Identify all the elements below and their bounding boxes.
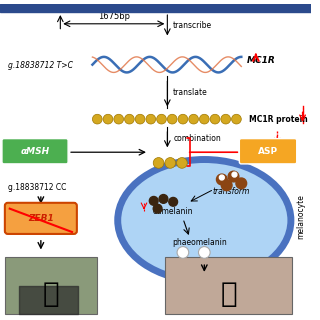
Circle shape: [159, 195, 168, 203]
Circle shape: [103, 114, 113, 124]
Text: transcribe: transcribe: [173, 21, 212, 30]
Text: eumelanin: eumelanin: [153, 207, 193, 216]
Circle shape: [135, 114, 145, 124]
Ellipse shape: [118, 159, 291, 281]
Circle shape: [199, 114, 209, 124]
Circle shape: [167, 114, 177, 124]
Circle shape: [221, 180, 232, 191]
Text: 1675bp: 1675bp: [98, 12, 130, 21]
Circle shape: [189, 114, 198, 124]
Circle shape: [210, 114, 220, 124]
Circle shape: [178, 114, 188, 124]
Text: MC1R: MC1R: [247, 56, 276, 65]
Circle shape: [216, 174, 227, 185]
Text: g.18838712 CC: g.18838712 CC: [8, 183, 66, 192]
Circle shape: [198, 247, 210, 258]
Circle shape: [124, 114, 134, 124]
Circle shape: [220, 175, 224, 180]
Text: transform: transform: [213, 187, 250, 196]
Circle shape: [232, 114, 241, 124]
Text: translate: translate: [173, 88, 208, 97]
Circle shape: [177, 157, 187, 168]
Text: ZEB1: ZEB1: [28, 214, 54, 223]
Text: g.18838712 T>C: g.18838712 T>C: [8, 61, 73, 70]
Circle shape: [165, 157, 176, 168]
Circle shape: [228, 171, 239, 182]
Circle shape: [169, 197, 178, 206]
Circle shape: [114, 114, 124, 124]
Text: melanocyte: melanocyte: [296, 194, 305, 239]
Circle shape: [149, 196, 158, 205]
Circle shape: [153, 157, 164, 168]
Circle shape: [236, 178, 247, 189]
Text: 🐦: 🐦: [42, 280, 59, 308]
Circle shape: [177, 247, 189, 258]
FancyBboxPatch shape: [2, 139, 68, 164]
Text: combination: combination: [173, 134, 221, 143]
Circle shape: [156, 114, 166, 124]
Text: 🐓: 🐓: [220, 280, 237, 308]
Text: MC1R protein: MC1R protein: [249, 115, 308, 124]
Bar: [0, 4, 311, 12]
Text: ASP: ASP: [258, 147, 278, 156]
FancyBboxPatch shape: [5, 257, 97, 314]
FancyBboxPatch shape: [165, 257, 292, 314]
FancyBboxPatch shape: [239, 139, 297, 164]
Circle shape: [153, 204, 162, 213]
Text: αMSH: αMSH: [20, 147, 50, 156]
Text: phaeomelanin: phaeomelanin: [172, 238, 227, 247]
Circle shape: [92, 114, 102, 124]
Circle shape: [232, 172, 237, 177]
Circle shape: [221, 114, 231, 124]
Circle shape: [146, 114, 156, 124]
FancyBboxPatch shape: [5, 203, 77, 234]
